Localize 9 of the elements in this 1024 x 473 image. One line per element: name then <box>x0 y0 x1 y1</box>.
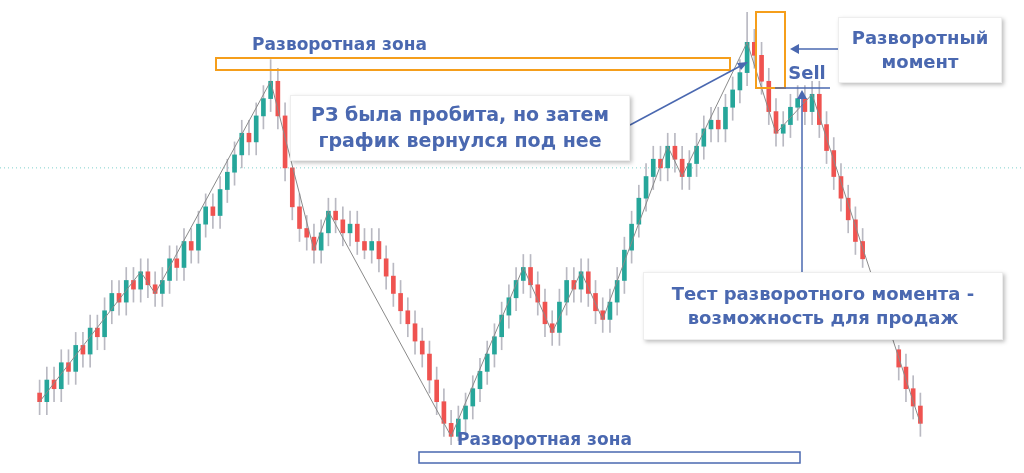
annotation: Разворотная зона <box>252 34 427 54</box>
text-card: РЗ была пробита, но затем график вернулся под нее <box>290 95 630 161</box>
text-card: Тест разворотного момента - возможность для продаж <box>643 272 1003 340</box>
annotation: Разворотная зона <box>457 429 632 449</box>
annotation: Разворотный момент <box>850 25 990 74</box>
annotation: Тест разворотного момента - возможность для продаж <box>670 281 976 330</box>
annotation: Sell <box>788 62 826 83</box>
text-card: Разворотный момент <box>838 17 1002 83</box>
annotation: РЗ была пробита, но затем график вернулся под нее <box>310 102 610 153</box>
